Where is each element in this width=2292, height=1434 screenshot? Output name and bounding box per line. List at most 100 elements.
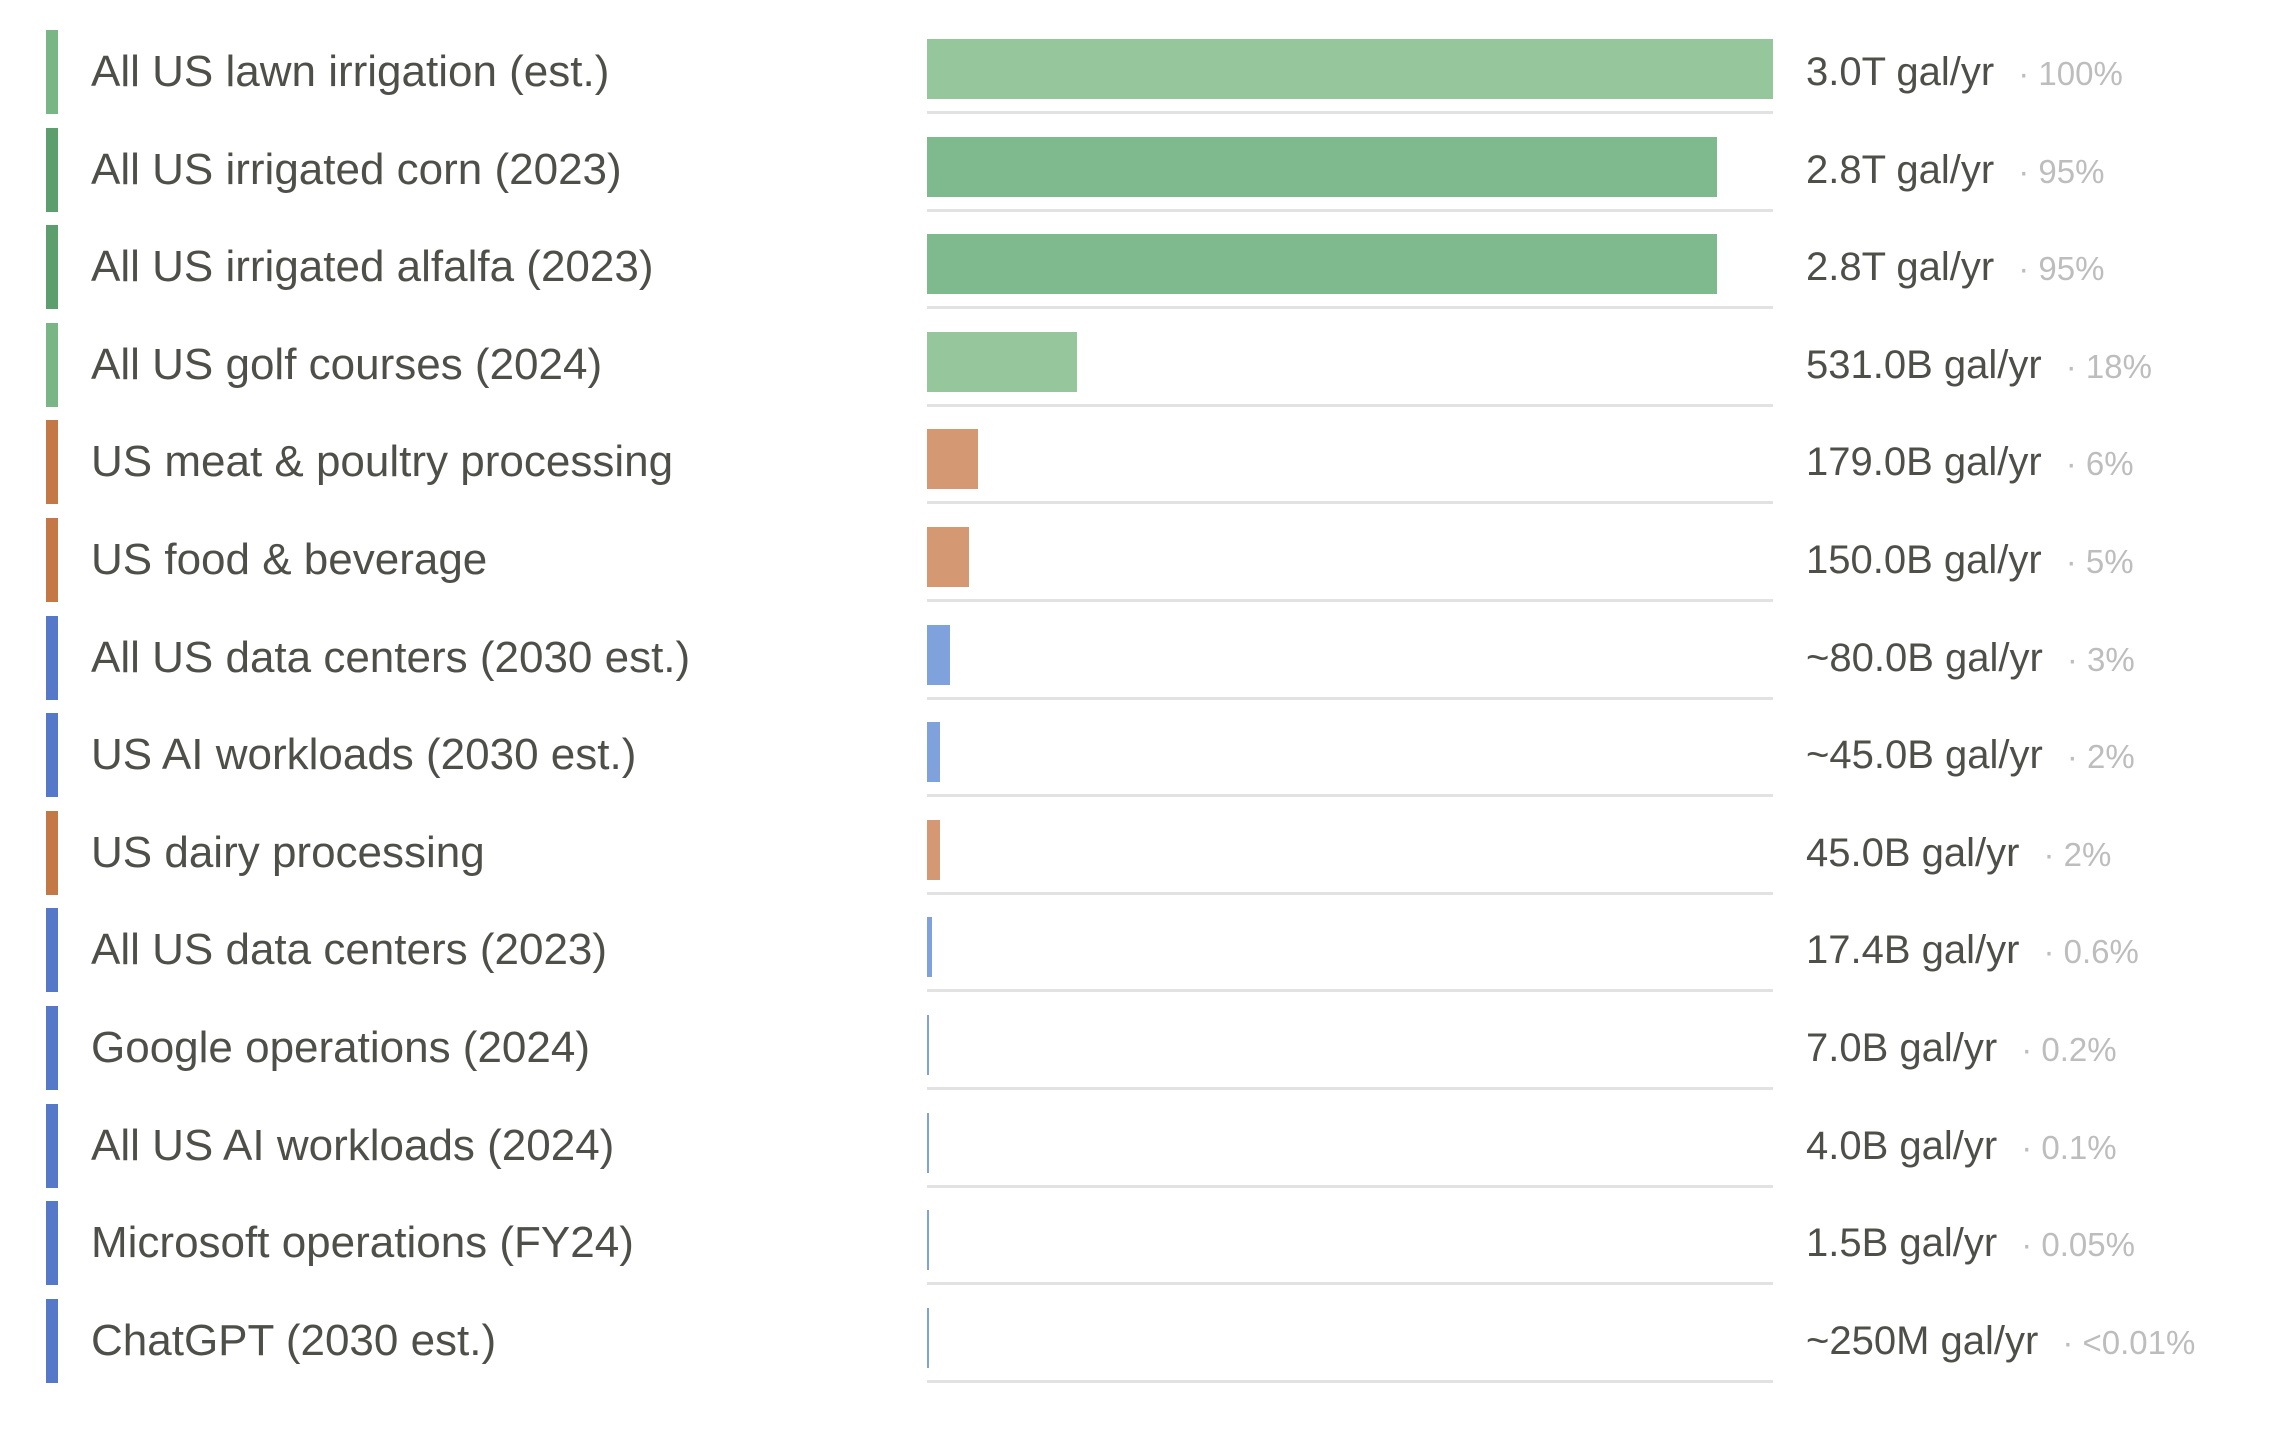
bar-track xyxy=(927,518,1773,602)
row-label: US AI workloads (2030 est.) xyxy=(91,730,637,779)
bar-baseline xyxy=(927,794,1773,797)
value-label: 2.8T gal/yr · 95% xyxy=(1806,128,2104,212)
value-label: 150.0B gal/yr · 5% xyxy=(1806,518,2134,602)
bar-track xyxy=(927,1104,1773,1188)
row-label: ChatGPT (2030 est.) xyxy=(91,1316,497,1365)
bar xyxy=(927,1210,929,1270)
row-label: US food & beverage xyxy=(91,535,488,584)
bar-baseline xyxy=(927,599,1773,602)
category-accent xyxy=(46,518,58,602)
bar-baseline xyxy=(927,1282,1773,1285)
row-label: All US AI workloads (2024) xyxy=(91,1121,615,1170)
value-percent: · 5% xyxy=(2065,543,2134,580)
category-accent xyxy=(46,1104,58,1188)
row-label: US meat & poultry processing xyxy=(91,437,674,486)
value-percent: · 0.6% xyxy=(2043,933,2139,970)
row-label: US dairy processing xyxy=(91,828,485,877)
value-percent: · 95% xyxy=(2018,250,2105,287)
chart-row: US food & beverage 150.0B gal/yr · 5% xyxy=(0,518,2292,602)
bar-track xyxy=(927,30,1773,114)
bar xyxy=(927,137,1717,197)
value-percent: · 95% xyxy=(2018,153,2105,190)
category-accent xyxy=(46,1006,58,1090)
row-label: Google operations (2024) xyxy=(91,1023,590,1072)
value-percent: · 2% xyxy=(2043,836,2112,873)
value-percent: · 0.1% xyxy=(2021,1129,2117,1166)
row-label: All US lawn irrigation (est.) xyxy=(91,47,610,96)
value-amount: 7.0B gal/yr xyxy=(1806,1026,1998,1070)
bar-baseline xyxy=(927,1087,1773,1090)
chart-row: US dairy processing 45.0B gal/yr · 2% xyxy=(0,811,2292,895)
value-amount: 1.5B gal/yr xyxy=(1806,1221,1998,1265)
value-label: 45.0B gal/yr · 2% xyxy=(1806,811,2111,895)
value-amount: 4.0B gal/yr xyxy=(1806,1124,1998,1168)
bar-track xyxy=(927,1299,1773,1383)
bar-track xyxy=(927,1006,1773,1090)
bar xyxy=(927,1113,929,1173)
value-label: 7.0B gal/yr · 0.2% xyxy=(1806,1006,2117,1090)
value-label: 1.5B gal/yr · 0.05% xyxy=(1806,1201,2135,1285)
chart-row: ChatGPT (2030 est.) ~250M gal/yr · <0.01% xyxy=(0,1299,2292,1383)
value-label: ~250M gal/yr · <0.01% xyxy=(1806,1299,2195,1383)
category-accent xyxy=(46,908,58,992)
category-accent xyxy=(46,128,58,212)
bar xyxy=(927,332,1077,392)
chart-row: All US irrigated corn (2023) 2.8T gal/yr ·… xyxy=(0,128,2292,212)
value-percent: · 3% xyxy=(2066,641,2135,678)
bar-track xyxy=(927,713,1773,797)
bar-baseline xyxy=(927,306,1773,309)
category-accent xyxy=(46,1299,58,1383)
bar-track xyxy=(927,1201,1773,1285)
value-label: ~80.0B gal/yr · 3% xyxy=(1806,616,2135,700)
value-amount: 3.0T gal/yr xyxy=(1806,50,1995,94)
value-percent: · 18% xyxy=(2065,348,2152,385)
row-label: All US data centers (2030 est.) xyxy=(91,633,691,682)
value-label: ~45.0B gal/yr · 2% xyxy=(1806,713,2135,797)
bar-baseline xyxy=(927,1185,1773,1188)
bar-baseline xyxy=(927,697,1773,700)
bar-baseline xyxy=(927,111,1773,114)
bar-track xyxy=(927,420,1773,504)
bar-baseline xyxy=(927,989,1773,992)
value-percent: · 6% xyxy=(2065,445,2134,482)
value-amount: ~80.0B gal/yr xyxy=(1806,636,2043,680)
row-label: All US golf courses (2024) xyxy=(91,340,603,389)
bar-track xyxy=(927,811,1773,895)
bar xyxy=(927,429,978,489)
value-percent: · 2% xyxy=(2066,738,2135,775)
row-label: All US data centers (2023) xyxy=(91,925,608,974)
bar-baseline xyxy=(927,209,1773,212)
chart-row: All US lawn irrigation (est.) 3.0T gal/yr… xyxy=(0,30,2292,114)
bar-baseline xyxy=(927,1380,1773,1383)
value-label: 17.4B gal/yr · 0.6% xyxy=(1806,908,2139,992)
bar-track xyxy=(927,225,1773,309)
bar-track xyxy=(927,128,1773,212)
chart-row: All US data centers (2023) 17.4B gal/yr · … xyxy=(0,908,2292,992)
category-accent xyxy=(46,811,58,895)
category-accent xyxy=(46,30,58,114)
category-accent xyxy=(46,225,58,309)
bar xyxy=(927,917,932,977)
chart-row: All US AI workloads (2024) 4.0B gal/yr · 0… xyxy=(0,1104,2292,1188)
value-amount: 150.0B gal/yr xyxy=(1806,538,2042,582)
bar-baseline xyxy=(927,501,1773,504)
value-amount: 2.8T gal/yr xyxy=(1806,245,1995,289)
value-amount: 2.8T gal/yr xyxy=(1806,148,1995,192)
chart-row: US meat & poultry processing 179.0B gal/y… xyxy=(0,420,2292,504)
row-label: All US irrigated alfalfa (2023) xyxy=(91,242,654,291)
value-percent: · 0.2% xyxy=(2021,1031,2117,1068)
category-accent xyxy=(46,1201,58,1285)
value-label: 179.0B gal/yr · 6% xyxy=(1806,420,2134,504)
value-amount: ~250M gal/yr xyxy=(1806,1319,2039,1363)
bar-track xyxy=(927,616,1773,700)
chart-row: All US irrigated alfalfa (2023) 2.8T gal/… xyxy=(0,225,2292,309)
chart-row: All US golf courses (2024) 531.0B gal/yr ·… xyxy=(0,323,2292,407)
bar xyxy=(927,527,970,587)
value-percent: · 100% xyxy=(2018,55,2123,92)
chart-row: US AI workloads (2030 est.) ~45.0B gal/yr… xyxy=(0,713,2292,797)
bar-baseline xyxy=(927,892,1773,895)
chart-row: All US data centers (2030 est.) ~80.0B ga… xyxy=(0,616,2292,700)
row-label: All US irrigated corn (2023) xyxy=(91,145,622,194)
value-label: 2.8T gal/yr · 95% xyxy=(1806,225,2104,309)
